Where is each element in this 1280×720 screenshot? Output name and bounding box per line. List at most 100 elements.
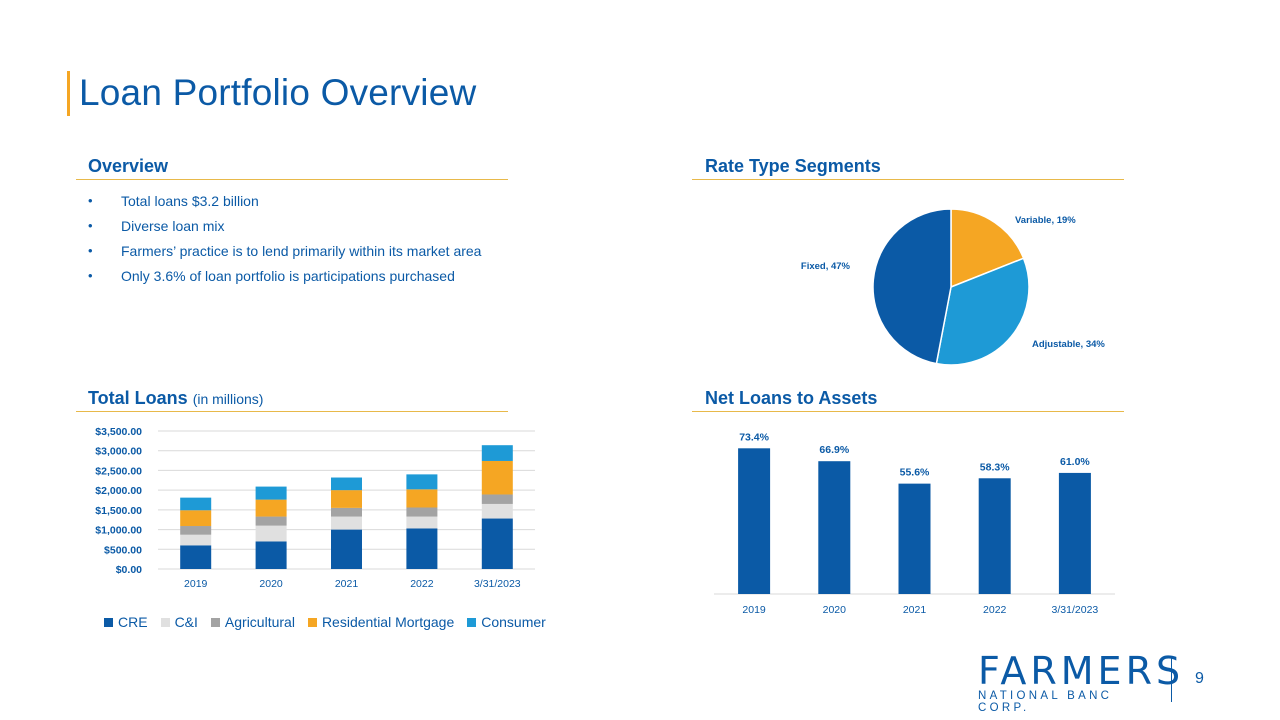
net-loans-bar	[1058, 472, 1091, 594]
bar-data-label: 66.9%	[819, 444, 849, 456]
legend-label: Consumer	[481, 614, 546, 630]
stacked-bar-segment	[481, 494, 513, 504]
legend-item: Consumer	[467, 614, 546, 630]
x-tick-label: 2020	[823, 604, 847, 616]
stacked-bar-segment	[481, 503, 513, 519]
stacked-bar-segment	[331, 477, 362, 491]
overview-rule	[76, 179, 508, 180]
stacked-bar-segment	[255, 486, 287, 500]
x-tick-label: 2021	[335, 578, 359, 590]
y-tick-label: $3,500.00	[95, 426, 142, 438]
net-loans-bar	[978, 478, 1011, 594]
page-number: 9	[1195, 670, 1204, 687]
overview-heading: Overview	[88, 156, 169, 176]
bullet-item: Only 3.6% of loan portfolio is participa…	[88, 267, 481, 292]
total-loans-heading-text: Total Loans	[88, 388, 188, 408]
stacked-bar-segment	[255, 499, 287, 517]
y-tick-label: $0.00	[116, 564, 142, 576]
rate-type-pie-chart: Variable, 19% Adjustable, 34% Fixed, 47%	[801, 208, 1105, 366]
net-loans-bar	[898, 483, 931, 594]
pie-slice-label: Adjustable, 34%	[1032, 339, 1105, 350]
bullet-item: Diverse loan mix	[88, 217, 481, 242]
bar-data-label: 61.0%	[1060, 456, 1090, 468]
stacked-bar-segment	[406, 489, 438, 508]
y-tick-label: $3,000.00	[95, 446, 142, 458]
bar-data-label: 73.4%	[739, 431, 769, 443]
bar-data-label: 55.6%	[900, 467, 930, 479]
legend-item: CRE	[104, 614, 148, 630]
pie-slice	[950, 208, 1025, 289]
legend-swatch	[210, 617, 220, 627]
legend-swatch	[467, 617, 477, 627]
total-loans-rule	[76, 411, 508, 412]
pie-slice	[872, 208, 952, 365]
legend-item: C&I	[160, 614, 198, 630]
logo-divider	[1171, 658, 1172, 702]
stacked-bar-segment	[481, 445, 513, 461]
x-tick-label: 3/31/2023	[1052, 604, 1099, 616]
stacked-bar-segment	[255, 525, 287, 542]
net-loans-bar	[818, 461, 851, 594]
total-loans-heading: Total Loans (in millions)	[88, 388, 263, 409]
legend-label: Agricultural	[224, 614, 295, 630]
logo-wordmark: FARMERS	[978, 649, 1185, 693]
legend-swatch	[307, 617, 317, 627]
legend-item: Agricultural	[210, 614, 295, 630]
logo-tagline: NATIONAL BANC CORP.	[978, 690, 1113, 714]
legend-label: C&I	[174, 614, 198, 630]
x-tick-label: 2019	[742, 604, 766, 616]
stacked-bar-segment	[406, 516, 438, 529]
legend-label: CRE	[118, 614, 148, 630]
net-loans-rule	[692, 411, 1124, 412]
stacked-bar-segment	[481, 518, 513, 569]
stacked-bar-segment	[180, 534, 212, 546]
stacked-bar-segment	[481, 460, 513, 495]
stacked-bar-segment	[331, 529, 362, 569]
stacked-bar-segment	[331, 507, 362, 517]
x-tick-label: 3/31/2023	[474, 578, 521, 590]
bar-data-label: 58.3%	[980, 461, 1010, 473]
bullet-item: Total loans $3.2 billion	[88, 192, 481, 217]
legend-label: Residential Mortgage	[321, 614, 455, 630]
x-tick-label: 2019	[184, 578, 208, 590]
total-loans-legend: CRE C&I Agricultural Residential Mortgage Co…	[104, 614, 546, 630]
net-loans-bar	[738, 448, 771, 594]
pie-slice-label: Fixed, 47%	[801, 261, 851, 272]
stacked-bar-segment	[406, 528, 438, 569]
y-tick-label: $2,500.00	[95, 465, 142, 477]
legend-swatch	[160, 617, 170, 627]
net-loans-heading: Net Loans to Assets	[705, 388, 878, 408]
stacked-bar-segment	[255, 541, 287, 569]
pie-slice-label: Variable, 19%	[1015, 215, 1076, 226]
y-tick-label: $1,500.00	[95, 505, 142, 517]
company-logo: FARMERS NATIONAL BANC CORP.	[978, 649, 1185, 714]
x-tick-label: 2021	[903, 604, 927, 616]
y-tick-label: $500.00	[104, 544, 142, 556]
pie-slice	[935, 257, 1030, 366]
rate-type-heading: Rate Type Segments	[705, 156, 881, 176]
x-tick-label: 2020	[259, 578, 283, 590]
total-loans-bar-chart: $0.00 $500.00 $1,000.00 $1,500.00 $2,000.00 $…	[95, 426, 535, 590]
y-tick-label: $1,000.00	[95, 525, 142, 537]
stacked-bar-segment	[406, 507, 438, 517]
net-loans-bar-chart: 73.4% 2019 66.9% 2020 55.6% 2021 58.3% 2022 61.0…	[714, 431, 1115, 616]
legend-swatch	[104, 617, 113, 627]
stacked-bar-segment	[406, 474, 438, 490]
legend-item: Residential Mortgage	[307, 614, 455, 630]
title-accent-bar	[67, 71, 70, 116]
bullet-item: Farmers’ practice is to lend primarily w…	[88, 242, 481, 267]
stacked-bar-segment	[255, 516, 287, 526]
stacked-bar-segment	[180, 497, 212, 511]
y-tick-label: $2,000.00	[95, 485, 142, 497]
x-tick-label: 2022	[410, 578, 434, 590]
rate-type-rule	[692, 179, 1124, 180]
stacked-bar-segment	[180, 526, 212, 535]
stacked-bar-segment	[180, 510, 212, 527]
x-tick-label: 2022	[983, 604, 1007, 616]
stacked-bar-segment	[331, 516, 362, 530]
stacked-bar-segment	[331, 490, 362, 508]
page-title: Loan Portfolio Overview	[79, 72, 477, 113]
overview-bullet-list: Total loans $3.2 billion Diverse loan mi…	[88, 192, 481, 292]
total-loans-heading-sub: (in millions)	[192, 391, 264, 407]
stacked-bar-segment	[180, 545, 212, 569]
